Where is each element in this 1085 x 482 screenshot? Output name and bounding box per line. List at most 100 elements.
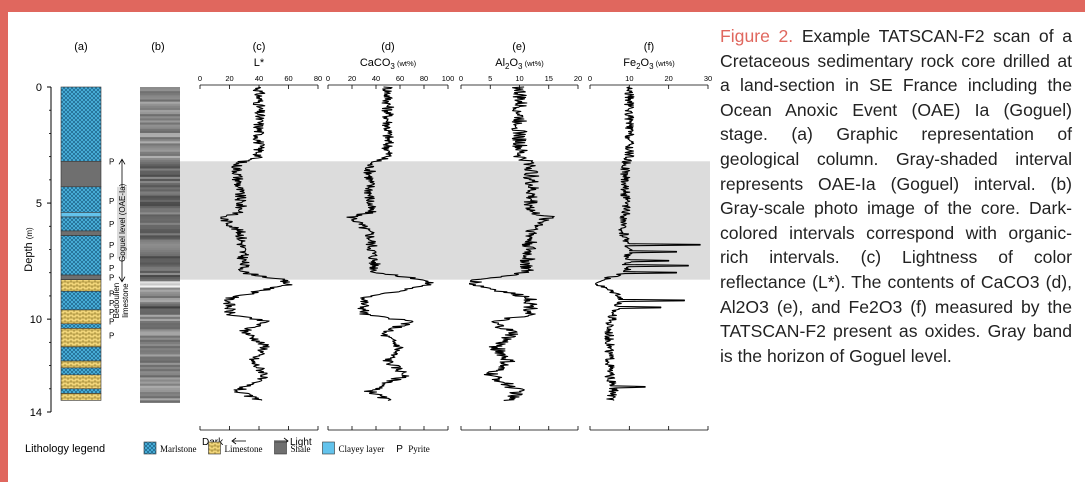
core-photo-stripe <box>140 229 180 232</box>
core-photo-stripe <box>140 137 180 140</box>
core-photo-stripe <box>140 362 180 366</box>
series-title-part: Al <box>495 57 505 69</box>
core-photo-stripe <box>140 356 180 360</box>
core-photo-stripe <box>140 95 180 98</box>
lithology-limestone <box>60 393 102 401</box>
tick-label-e: 20 <box>574 74 582 83</box>
core-photo-stripe <box>140 300 180 303</box>
series-title-part: 2 <box>505 62 510 71</box>
core-photo-stripe <box>140 206 180 209</box>
legend-title: Lithology legend <box>25 443 105 455</box>
core-photo-stripe <box>140 174 180 178</box>
tick-label-c: 0 <box>198 74 202 83</box>
core-photo-stripe <box>140 398 180 401</box>
core-photo-stripe <box>140 252 180 255</box>
tick-label-f: 0 <box>588 74 592 83</box>
core-photo-stripe <box>140 316 180 320</box>
lithology-marlstone <box>60 186 102 213</box>
depth-axis-label: Depth (m) <box>23 227 35 272</box>
core-photo-stripe <box>140 109 180 113</box>
core-photo-stripe <box>140 392 180 395</box>
pyrite-marker: P <box>109 264 114 273</box>
core-photo-stripe <box>140 339 180 343</box>
core-photo-stripe <box>140 160 180 163</box>
core-photo-stripe <box>140 379 180 382</box>
core-photo-stripe <box>140 358 180 362</box>
lithology-shale <box>60 230 102 236</box>
core-photo-stripe <box>140 350 180 353</box>
core-photo-stripe <box>140 114 180 117</box>
core-photo-stripe <box>140 389 180 393</box>
lithology-shale <box>60 160 102 188</box>
core-photo-stripe <box>140 277 180 280</box>
core-photo-stripe <box>140 132 180 136</box>
pyrite-marker: P <box>109 220 114 229</box>
legend-swatch-clayey <box>322 441 335 455</box>
tick-label-c: 80 <box>314 74 322 83</box>
tick-label-c: 20 <box>225 74 233 83</box>
caption-body: Example TATSCAN-F2 scan of a Cretaceous … <box>720 26 1072 366</box>
core-photo-stripe <box>140 366 180 370</box>
series-title-d: CaCO3 (wt%) <box>360 57 417 71</box>
series-title-part: 3 <box>390 62 395 71</box>
core-photo-stripe <box>140 91 180 94</box>
core-photo-stripe <box>140 181 180 184</box>
depth-tick-label: 14 <box>30 407 42 419</box>
core-photo-stripe <box>140 135 180 138</box>
panel-label-e: (e) <box>512 41 525 53</box>
lithology-marlstone <box>60 235 102 276</box>
series-title-c: L* <box>254 57 265 69</box>
series-title-part: 2 <box>636 62 641 71</box>
lithology-limestone <box>60 360 102 369</box>
legend-symbol-pyrite: P <box>396 444 403 455</box>
depth-unit: (m) <box>25 227 34 239</box>
series-title-part: 3 <box>518 62 523 71</box>
tick-label-e: 15 <box>545 74 553 83</box>
core-photo-stripe <box>140 170 180 174</box>
core-photo-stripe <box>140 122 180 126</box>
series-title-part: 3 <box>649 62 654 71</box>
core-photo-stripe <box>140 89 180 92</box>
core-photo-stripe <box>140 243 180 247</box>
lithology-marlstone <box>60 290 102 311</box>
core-photo-stripe <box>140 101 180 105</box>
core-photo-stripe <box>140 239 180 243</box>
series-unit: (wt%) <box>654 59 676 68</box>
core-photo-stripe <box>140 306 180 309</box>
tick-label-d: 20 <box>348 74 356 83</box>
tick-label-c: 40 <box>255 74 263 83</box>
core-photo-stripe <box>140 103 180 107</box>
legend-label-clayey: Clayey layer <box>339 444 385 454</box>
core-photo-stripe <box>140 120 180 123</box>
lithology-marlstone <box>60 367 102 376</box>
core-photo-stripe <box>140 308 180 311</box>
core-photo-stripe <box>140 272 180 276</box>
core-photo-stripe <box>140 118 180 121</box>
core-photo-stripe <box>140 210 180 213</box>
legend-label-limestone: Limestone <box>225 444 263 454</box>
series-title-e: Al2O3 (wt%) <box>495 57 544 71</box>
legend-label-shale: Shale <box>291 444 311 454</box>
core-photo-stripe <box>140 158 180 161</box>
core-photo-stripe <box>140 195 180 199</box>
panel-label-a: (a) <box>74 41 87 53</box>
core-photo-stripe <box>140 348 180 351</box>
core-photo-stripe <box>140 212 180 215</box>
core-photo-stripe <box>140 87 180 90</box>
core-photo-stripe <box>140 310 180 314</box>
panel-label-f: (f) <box>644 41 654 53</box>
core-photo-stripe <box>140 285 180 288</box>
core-photo-stripe <box>140 375 180 378</box>
core-photo-stripe <box>140 93 180 96</box>
core-photo-stripe <box>140 231 180 234</box>
core-photo-stripe <box>140 352 180 355</box>
core-photo-stripe <box>140 191 180 194</box>
tick-label-e: 0 <box>459 74 463 83</box>
dark-arrow-head <box>231 437 237 445</box>
core-photo-stripe <box>140 162 180 165</box>
core-photo-stripe <box>140 260 180 263</box>
core-photo-stripe <box>140 270 180 274</box>
core-photo-stripe <box>140 233 180 236</box>
core-photo-stripe <box>140 128 180 132</box>
